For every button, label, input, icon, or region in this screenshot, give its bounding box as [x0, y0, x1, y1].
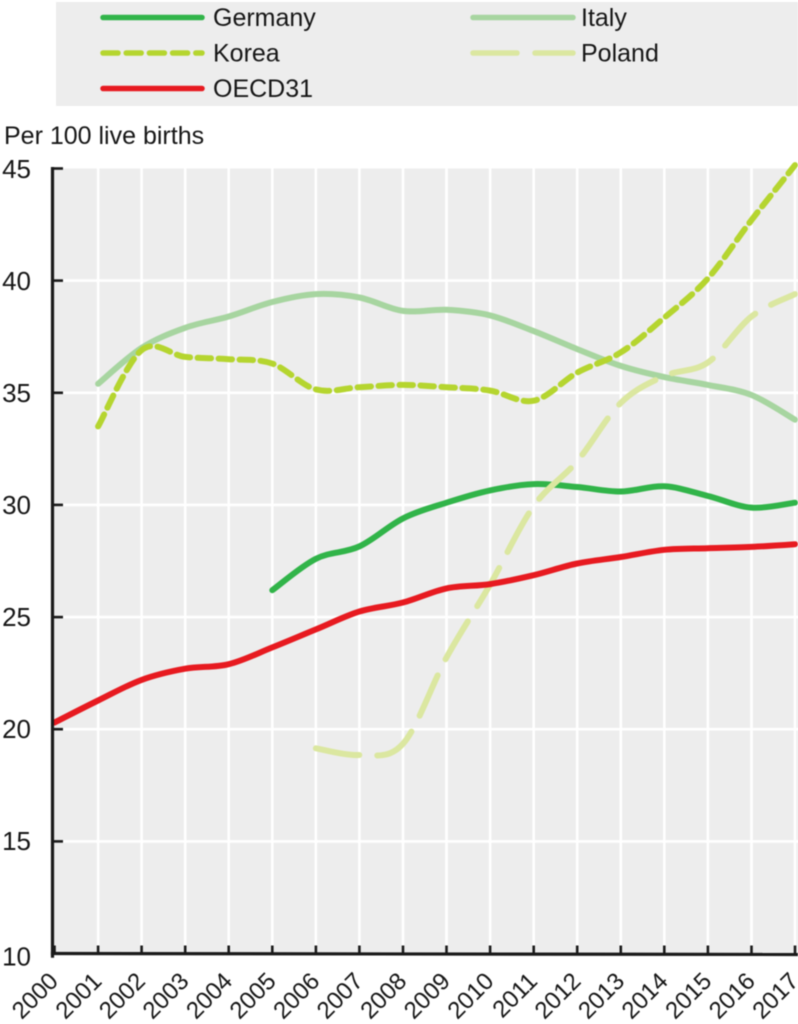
- svg-text:2002: 2002: [94, 968, 151, 1024]
- svg-text:2000: 2000: [7, 968, 64, 1024]
- svg-text:Poland: Poland: [581, 40, 659, 68]
- svg-text:2008: 2008: [355, 968, 412, 1024]
- svg-text:2013: 2013: [573, 968, 630, 1024]
- svg-text:2012: 2012: [530, 968, 587, 1024]
- svg-text:2009: 2009: [399, 968, 456, 1024]
- svg-text:2003: 2003: [138, 968, 195, 1024]
- svg-text:2007: 2007: [312, 968, 369, 1024]
- svg-text:2006: 2006: [268, 968, 325, 1024]
- svg-text:2011: 2011: [487, 968, 543, 1024]
- svg-text:Korea: Korea: [213, 40, 280, 68]
- svg-text:25: 25: [2, 602, 31, 632]
- svg-text:45: 45: [2, 154, 31, 184]
- svg-text:2017: 2017: [747, 968, 798, 1024]
- svg-text:10: 10: [2, 942, 31, 972]
- svg-text:2010: 2010: [442, 968, 499, 1024]
- svg-text:2014: 2014: [617, 968, 674, 1024]
- svg-text:2005: 2005: [225, 968, 282, 1024]
- svg-text:Germany: Germany: [213, 4, 316, 32]
- svg-text:40: 40: [2, 266, 31, 296]
- svg-text:Italy: Italy: [581, 4, 627, 32]
- svg-text:2001: 2001: [50, 968, 107, 1024]
- svg-text:OECD31: OECD31: [213, 75, 313, 103]
- svg-text:2015: 2015: [660, 968, 717, 1024]
- svg-text:20: 20: [2, 714, 31, 744]
- svg-text:15: 15: [2, 826, 31, 856]
- svg-text:30: 30: [2, 490, 31, 520]
- svg-text:2004: 2004: [181, 968, 238, 1024]
- svg-text:2016: 2016: [704, 968, 761, 1024]
- svg-text:35: 35: [2, 378, 31, 408]
- svg-text:Per 100 live births: Per 100 live births: [4, 122, 204, 150]
